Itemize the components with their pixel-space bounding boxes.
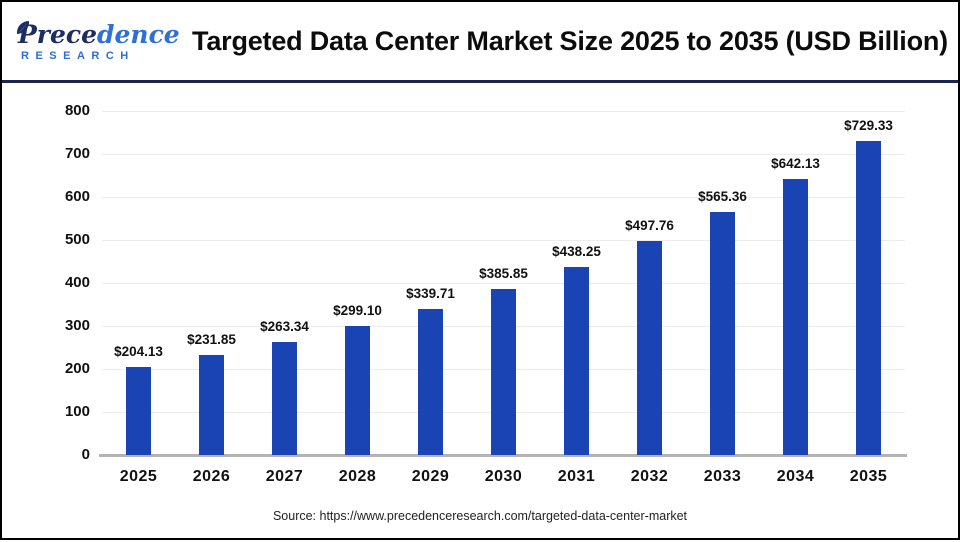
bar-value-label: $299.10 [333,303,382,319]
x-axis-tick-label: 2027 [265,468,304,485]
gridline-400 [102,283,905,284]
header-divider [2,80,958,83]
bar-value-label: $231.85 [187,332,236,348]
gridline-800 [102,111,905,112]
x-axis-tick-label: 2035 [849,468,888,485]
bar-value-label: $497.76 [625,217,674,233]
bar-value-label: $642.13 [771,155,820,171]
bar-value-label: $263.34 [260,318,309,334]
title-block: Targeted Data Center Market Size 2025 to… [192,26,958,57]
logo-wordmark: Precedence [16,19,192,49]
bar-2031 [564,266,589,455]
source-text: Source: https://www.precedenceresearch.c… [272,509,688,523]
x-axis-tick-label: 2026 [192,468,231,485]
x-axis-tick-label: 2025 [119,468,158,485]
precedence-research-logo: Precedence RESEARCH [2,19,192,62]
bar-2032 [637,240,662,455]
header: Precedence RESEARCH Targeted Data Center… [2,2,958,80]
y-axis-tick-label: 300 [64,317,90,334]
bar-2035 [856,141,881,455]
x-axis-tick-label: 2029 [411,468,450,485]
y-axis-tick-label: 0 [81,446,90,463]
x-axis-tick-label: 2032 [630,468,669,485]
bar-value-label: $339.71 [406,285,455,301]
bar-2027 [272,341,297,455]
chart-area: Source: https://www.precedenceresearch.c… [2,83,958,534]
logo-text-blue: dence [97,19,180,49]
bar-2029 [418,308,443,455]
bar-value-label: $438.25 [552,243,601,259]
x-axis-tick-label: 2028 [338,468,377,485]
y-axis-tick-label: 400 [64,274,90,291]
logo-subtitle: RESEARCH [21,49,135,62]
bar-2034 [783,178,808,455]
leaf-icon [15,14,31,42]
gridline-600 [102,197,905,198]
chart-title: Targeted Data Center Market Size 2025 to… [192,25,948,56]
y-axis-tick-label: 100 [64,403,90,420]
x-axis-tick-label: 2033 [703,468,742,485]
x-axis-tick-label: 2034 [776,468,815,485]
bar-value-label: $204.13 [114,344,163,360]
bar-value-label: $729.33 [844,118,893,134]
bar-value-label: $565.36 [698,188,747,204]
y-axis-tick-label: 500 [64,231,90,248]
y-axis-tick-label: 600 [64,188,90,205]
bar-2030 [491,289,516,455]
x-axis-line [99,454,907,457]
y-axis-tick-label: 700 [64,145,90,162]
y-axis-tick-label: 200 [64,360,90,377]
y-axis-tick-label: 800 [64,102,90,119]
bar-2028 [345,326,370,455]
bar-2026 [199,355,224,455]
logo-text-navy: Prece [18,19,98,49]
gridline-700 [102,154,905,155]
x-axis-tick-label: 2031 [557,468,596,485]
x-axis-tick-label: 2030 [484,468,523,485]
bar-2033 [710,211,735,455]
bar-2025 [126,367,151,455]
gridline-500 [102,240,905,241]
bar-value-label: $385.85 [479,266,528,282]
